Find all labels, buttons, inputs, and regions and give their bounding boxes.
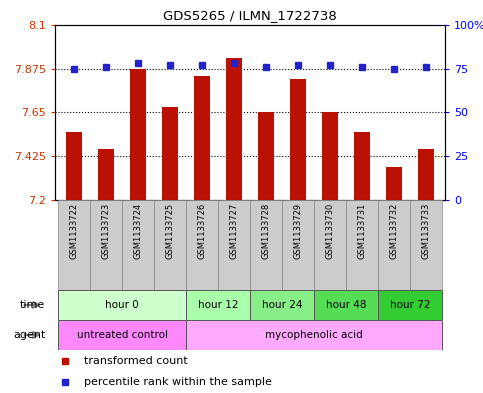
Text: GSM1133728: GSM1133728	[261, 203, 270, 259]
Bar	[314, 200, 346, 290]
Text: GSM1133724: GSM1133724	[134, 203, 142, 259]
Bar	[378, 290, 442, 320]
Bar	[410, 200, 442, 290]
Bar	[354, 132, 370, 200]
Bar	[58, 290, 186, 320]
Text: GSM1133727: GSM1133727	[229, 203, 239, 259]
Text: GSM1133723: GSM1133723	[101, 203, 111, 259]
Bar	[58, 320, 186, 350]
Bar	[218, 200, 250, 290]
Bar	[90, 200, 122, 290]
Bar	[322, 112, 338, 200]
Bar	[186, 320, 442, 350]
Text: percentile rank within the sample: percentile rank within the sample	[84, 377, 272, 387]
Text: GSM1133733: GSM1133733	[421, 203, 430, 259]
Text: transformed count: transformed count	[84, 356, 188, 366]
Text: GSM1133731: GSM1133731	[357, 203, 367, 259]
Text: GSM1133732: GSM1133732	[389, 203, 398, 259]
Bar	[58, 200, 90, 290]
Text: hour 12: hour 12	[198, 300, 238, 310]
Title: GDS5265 / ILMN_1722738: GDS5265 / ILMN_1722738	[163, 9, 337, 22]
Text: GSM1133726: GSM1133726	[198, 203, 207, 259]
Bar	[122, 200, 154, 290]
Bar	[194, 75, 210, 200]
Bar	[250, 200, 282, 290]
Bar	[282, 200, 314, 290]
Text: GSM1133722: GSM1133722	[70, 203, 79, 259]
Text: untreated control: untreated control	[77, 330, 168, 340]
Bar	[154, 200, 186, 290]
Bar	[314, 290, 378, 320]
Bar	[98, 149, 114, 200]
Bar	[290, 79, 306, 200]
Bar	[226, 58, 242, 200]
Bar	[258, 112, 274, 200]
Text: GSM1133725: GSM1133725	[166, 203, 174, 259]
Bar	[346, 200, 378, 290]
Text: time: time	[20, 300, 45, 310]
Bar	[186, 290, 250, 320]
Bar	[378, 200, 410, 290]
Text: mycophenolic acid: mycophenolic acid	[265, 330, 363, 340]
Text: GSM1133730: GSM1133730	[326, 203, 334, 259]
Bar	[386, 167, 402, 200]
Text: hour 0: hour 0	[105, 300, 139, 310]
Bar	[186, 200, 218, 290]
Text: hour 24: hour 24	[262, 300, 302, 310]
Bar	[66, 132, 82, 200]
Text: hour 48: hour 48	[326, 300, 366, 310]
Text: hour 72: hour 72	[390, 300, 430, 310]
Bar	[250, 290, 314, 320]
Bar	[162, 107, 178, 200]
Bar	[418, 149, 434, 200]
Bar	[130, 69, 146, 200]
Text: GSM1133729: GSM1133729	[294, 203, 302, 259]
Text: agent: agent	[13, 330, 45, 340]
